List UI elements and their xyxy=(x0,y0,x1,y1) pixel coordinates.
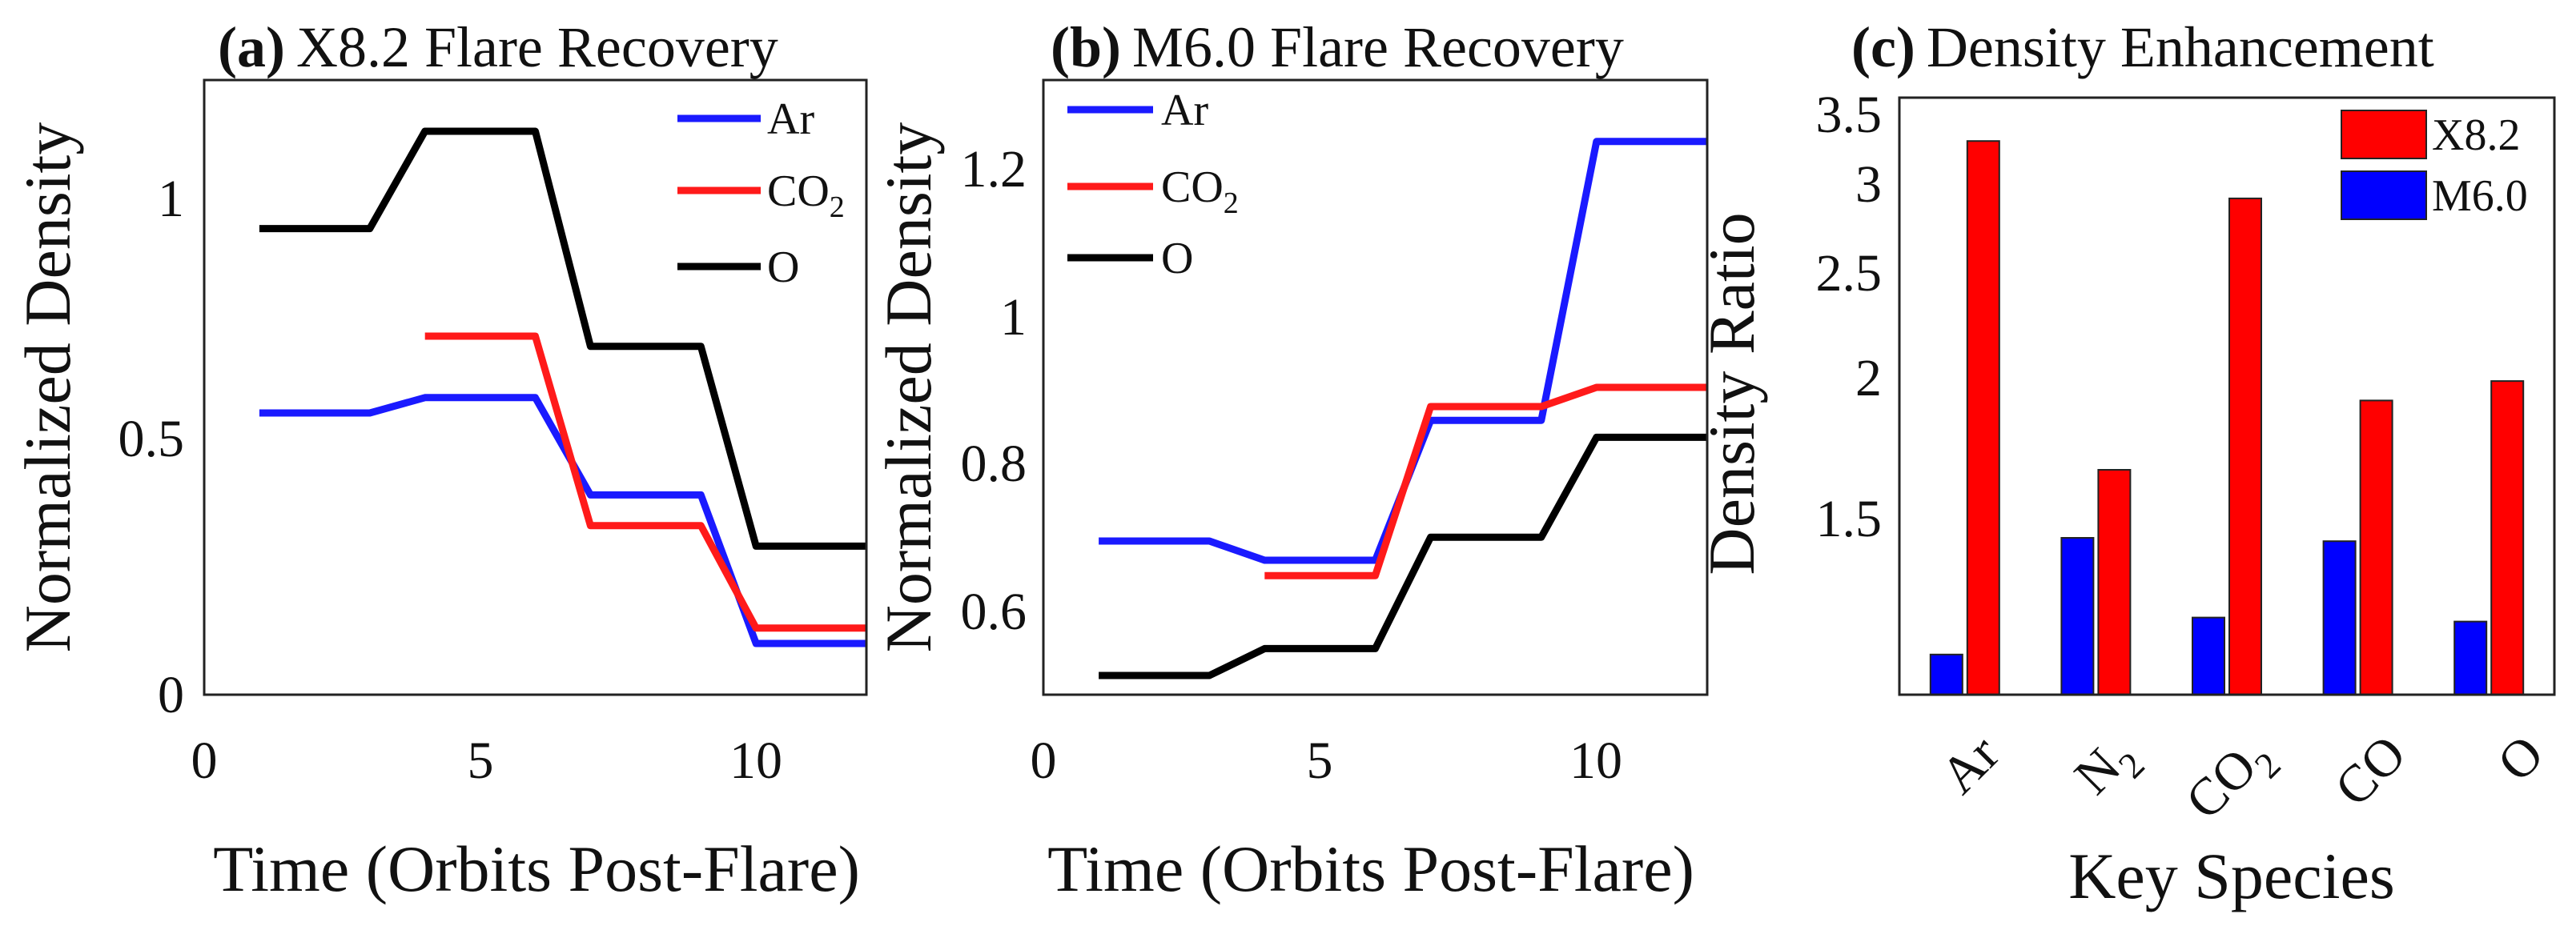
panel-a-xlabel: Time (Orbits Post-Flare) xyxy=(213,832,860,905)
panel-b-title-text: M6.0 Flare Recovery xyxy=(1132,15,1624,79)
panel-c-title-text: Density Enhancement xyxy=(1927,15,2434,79)
panel-a-line-o xyxy=(259,127,866,550)
panel-c-bars xyxy=(1929,140,2525,696)
panel-b-ytick-0-6: 0.6 xyxy=(961,583,1027,641)
panel-b-legend-label-co2: CO2 xyxy=(1161,162,1239,220)
panel-c-ytick-2: 2 xyxy=(1855,349,1882,407)
panel-a-line-co2 xyxy=(424,332,866,632)
panel-c-legend-label-m60: M6.0 xyxy=(2432,171,2528,221)
panel-a-title-tag: (a) xyxy=(218,15,285,79)
panel-b-line-co2 xyxy=(1264,383,1707,579)
panel-b-line-o xyxy=(1099,433,1707,679)
panel-b-series xyxy=(1099,138,1707,679)
panel-b-title-tag: (b) xyxy=(1051,15,1121,79)
panel-c-legend-swatch-x82 xyxy=(2341,110,2427,159)
panel-a-legend-label-o: O xyxy=(767,243,799,292)
panel-a-legend: Ar CO2 O xyxy=(677,94,845,292)
panel-c-ytick-1-5: 1.5 xyxy=(1816,490,1883,548)
panel-a-xtick-10: 10 xyxy=(729,732,782,790)
panel-c-bar-m60-o xyxy=(2453,620,2488,695)
panel-a-axes-frame xyxy=(203,78,868,696)
panel-a-ytick-1: 1 xyxy=(158,170,184,228)
panel-c-xlabel: Key Species xyxy=(2068,840,2395,912)
panel-b-title: (b) M6.0 Flare Recovery xyxy=(1051,15,1624,79)
panel-a-ytick-0: 0 xyxy=(158,666,184,724)
panel-c: (c) Density Enhancement 1.5 2 2.5 3 3.5 A… xyxy=(1695,15,2556,912)
panel-c-bar-m60-co2 xyxy=(2192,616,2225,695)
panel-c-legend: X8.2 M6.0 xyxy=(2341,110,2528,221)
panel-a-xtick-0: 0 xyxy=(191,732,218,790)
panel-b-ytick-1-2: 1.2 xyxy=(961,140,1027,198)
panel-a-legend-label-co2: CO2 xyxy=(767,166,845,224)
panel-c-bar-x82-co xyxy=(2359,399,2393,695)
panel-a-xtick-5: 5 xyxy=(468,732,494,790)
panel-b-axes-frame xyxy=(1042,78,1709,696)
panel-b-xtick-10: 10 xyxy=(1569,732,1622,790)
panel-b-legend: Ar CO2 O xyxy=(1067,86,1239,283)
panel-c-ytick-2-5: 2.5 xyxy=(1816,244,1883,303)
panel-c-bar-m60-co xyxy=(2322,540,2357,696)
panel-b-legend-label-ar: Ar xyxy=(1161,86,1208,135)
panel-b-ytick-0-8: 0.8 xyxy=(961,435,1027,493)
panel-c-bar-x82-n2 xyxy=(2097,469,2132,695)
panel-c-bar-x82-ar xyxy=(1966,140,2000,695)
panel-c-xtick-ar: Ar xyxy=(1930,724,2011,805)
panel-c-bar-x82-o xyxy=(2490,380,2525,695)
panel-b-legend-label-o: O xyxy=(1161,234,1193,283)
panel-c-ytick-3-5: 3.5 xyxy=(1816,86,1883,144)
panel-a-ytick-0-5: 0.5 xyxy=(119,410,185,468)
panel-a-legend-label-ar: Ar xyxy=(767,94,814,144)
panel-a-series xyxy=(259,127,866,647)
panel-a-ylabel: Normalized Density xyxy=(11,122,84,653)
panel-c-bar-m60-n2 xyxy=(2060,537,2095,695)
panel-b-ylabel: Normalized Density xyxy=(872,122,945,653)
panel-b-ytick-1: 1 xyxy=(1000,288,1027,347)
panel-c-bar-m60-ar xyxy=(1929,653,1963,695)
panel-c-title: (c) Density Enhancement xyxy=(1851,15,2434,79)
panel-b: (b) M6.0 Flare Recovery 0 5 10 0.6 0.8 1 … xyxy=(872,15,1709,905)
panel-c-axes-frame xyxy=(1898,96,2556,696)
panel-a-title: (a) X8.2 Flare Recovery xyxy=(218,15,778,79)
panel-c-xtick-co2: CO2 xyxy=(2175,724,2289,838)
panel-c-legend-swatch-m60 xyxy=(2341,170,2427,220)
panel-b-xtick-5: 5 xyxy=(1307,732,1333,790)
panel-c-xtick-n2: N2 xyxy=(2064,724,2152,813)
panel-c-bar-x82-co2 xyxy=(2228,197,2262,695)
panel-c-title-tag: (c) xyxy=(1851,15,1915,79)
panel-c-ylabel: Density Ratio xyxy=(1695,212,1768,575)
panel-c-legend-label-x82: X8.2 xyxy=(2432,110,2520,160)
panel-a-title-text: X8.2 Flare Recovery xyxy=(296,15,778,79)
panel-b-xtick-0: 0 xyxy=(1031,732,1057,790)
panel-a: (a) X8.2 Flare Recovery 0 5 10 0 0.5 1 Ti… xyxy=(11,15,868,905)
panel-c-ytick-3: 3 xyxy=(1855,155,1882,214)
panel-c-xtick-o: O xyxy=(2486,724,2554,792)
panel-b-xlabel: Time (Orbits Post-Flare) xyxy=(1047,832,1694,905)
panel-a-line-ar xyxy=(259,394,866,647)
panel-c-xtick-co: CO xyxy=(2324,724,2417,817)
